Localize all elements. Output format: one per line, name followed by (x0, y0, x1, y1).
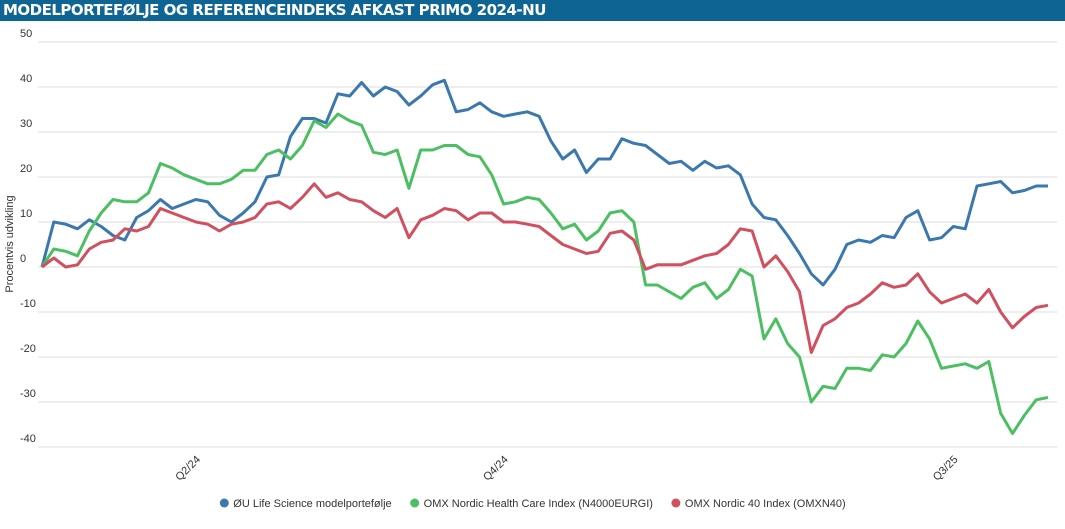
y-tick-label: 30 (20, 118, 32, 130)
y-tick-label: -40 (20, 433, 36, 445)
y-tick-label: 10 (20, 208, 32, 220)
chart-title: MODELPORTEFØLJE OG REFERENCEINDEKS AFKAS… (0, 0, 1065, 21)
legend-label: OMX Nordic 40 Index (OMXN40) (685, 498, 846, 510)
x-tick-label: Q4/24 (481, 454, 511, 484)
legend-marker (410, 498, 420, 508)
y-tick-label: -10 (20, 298, 36, 310)
y-tick-label: 20 (20, 163, 32, 175)
data-line (40, 78, 1048, 287)
legend-label: ØU Life Science modelportefølje (233, 498, 391, 510)
y-axis-label: Procentvis udvikling (4, 195, 16, 292)
x-tick-label: Q2/24 (173, 454, 203, 484)
legend-label: OMX Nordic Health Care Index (N4000EURGI… (424, 498, 653, 510)
y-tick-label: -30 (20, 388, 36, 400)
y-tick-label: 50 (20, 28, 32, 40)
y-tick-label: 0 (20, 253, 26, 265)
legend-marker (671, 498, 681, 508)
x-tick-label: Q3/25 (931, 454, 961, 484)
data-line (40, 112, 1049, 435)
legend-marker (219, 498, 229, 508)
legend: ØU Life Science modelportefølje OMX Nordi… (219, 498, 846, 510)
data-line (41, 182, 1049, 354)
y-tick-label: 40 (20, 73, 32, 85)
y-tick-label: -20 (20, 343, 36, 355)
